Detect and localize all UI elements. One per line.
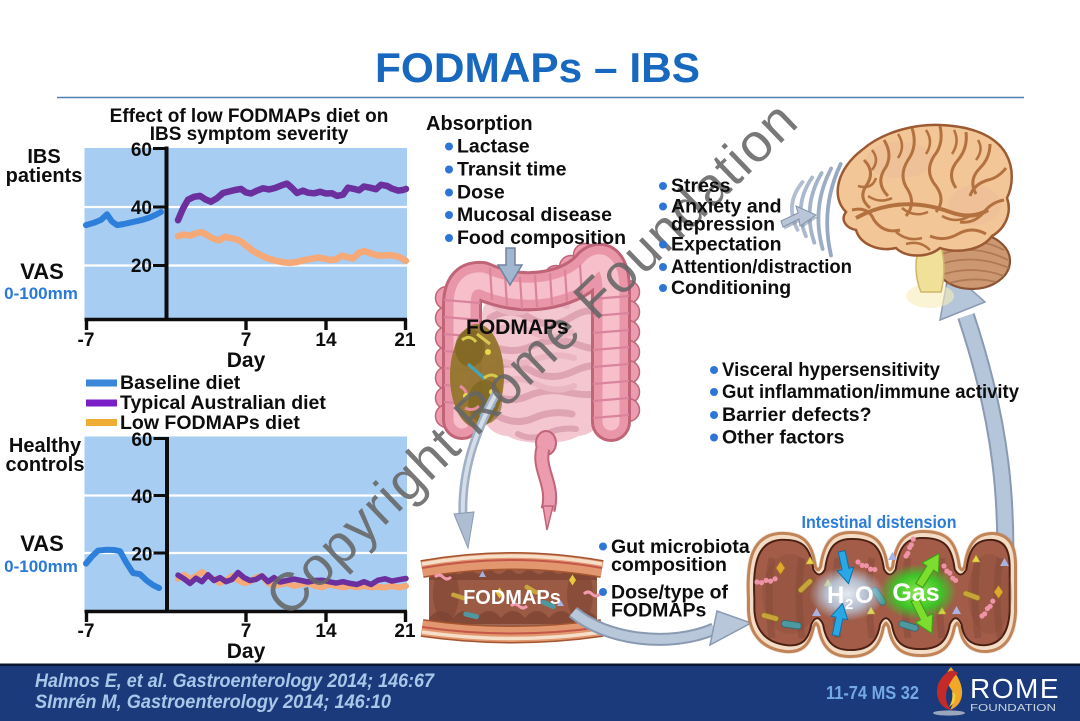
svg-text:60: 60 [131,430,152,451]
svg-text:21: 21 [394,330,416,351]
svg-text:Expectation: Expectation [671,234,782,256]
svg-text:composition: composition [611,554,727,576]
svg-text:Anxiety and: Anxiety and [671,196,782,218]
svg-text:Stress: Stress [671,175,731,197]
svg-text:FODMAPs: FODMAPs [611,600,706,622]
svg-text:20: 20 [131,545,152,566]
svg-text:21: 21 [394,621,416,642]
svg-text:patients: patients [6,165,83,187]
svg-text:7: 7 [241,330,252,351]
svg-text:Healthy: Healthy [9,435,82,457]
svg-text:H: H [827,582,844,609]
svg-text:Gas: Gas [892,579,939,607]
svg-text:depression: depression [671,214,775,236]
svg-text:Low FODMAPs diet: Low FODMAPs diet [120,412,300,434]
svg-text:IBS: IBS [27,146,60,168]
svg-text:ROME: ROME [970,673,1060,704]
svg-text:20: 20 [131,256,152,277]
svg-text:0-100mm: 0-100mm [4,284,78,303]
svg-text:VAS: VAS [20,531,64,556]
svg-text:Dose/type of: Dose/type of [611,582,729,604]
svg-text:SImrén M, Gastroenterology 201: SImrén M, Gastroenterology 2014; 146:10 [35,692,391,713]
svg-text:O: O [855,582,874,609]
svg-text:Day: Day [227,349,266,372]
svg-text:14: 14 [315,621,337,642]
svg-text:Food composition: Food composition [457,227,626,249]
svg-text:Typical Australian diet: Typical Australian diet [120,392,326,414]
svg-text:Conditioning: Conditioning [671,277,791,299]
svg-text:Attention/distraction: Attention/distraction [671,256,852,278]
svg-text:Mucosal disease: Mucosal disease [457,204,612,226]
svg-text:Transit time: Transit time [457,159,567,181]
svg-text:Gut inflammation/immune activi: Gut inflammation/immune activity [722,381,1019,403]
svg-text:40: 40 [131,487,152,508]
svg-text:Other factors: Other factors [722,427,845,449]
svg-text:Halmos E, et al. Gastroenterol: Halmos E, et al. Gastroenterology 2014; … [35,671,435,692]
svg-text:FODMAPs: FODMAPs [463,587,561,609]
svg-text:FOUNDATION: FOUNDATION [970,702,1056,714]
svg-text:Dose: Dose [457,182,505,204]
svg-text:FODMAPs – IBS: FODMAPs – IBS [375,44,700,91]
svg-text:14: 14 [315,330,337,351]
svg-text:-7: -7 [78,330,95,351]
svg-text:controls: controls [6,454,85,476]
svg-text:11-74 MS 32: 11-74 MS 32 [826,683,919,703]
svg-text:2: 2 [845,596,853,613]
svg-text:Lactase: Lactase [457,136,530,158]
svg-text:VAS: VAS [20,259,64,284]
svg-text:0-100mm: 0-100mm [4,557,78,576]
svg-text:Intestinal distension: Intestinal distension [802,512,957,532]
svg-text:Baseline diet: Baseline diet [120,372,241,394]
svg-text:IBS symptom severity: IBS symptom severity [150,124,349,145]
svg-text:Barrier defects?: Barrier defects? [722,404,872,426]
svg-text:40: 40 [131,198,152,219]
svg-text:Absorption: Absorption [426,113,533,135]
svg-text:60: 60 [131,140,152,161]
svg-text:Effect of low FODMAPs diet on: Effect of low FODMAPs diet on [110,106,389,127]
svg-text:-7: -7 [78,621,95,642]
svg-text:Day: Day [227,640,266,663]
svg-text:Visceral hypersensitivity: Visceral hypersensitivity [722,359,940,381]
svg-text:FODMAPs: FODMAPs [466,316,569,339]
svg-text:Gut microbiota: Gut microbiota [611,536,750,558]
svg-text:7: 7 [241,621,252,642]
